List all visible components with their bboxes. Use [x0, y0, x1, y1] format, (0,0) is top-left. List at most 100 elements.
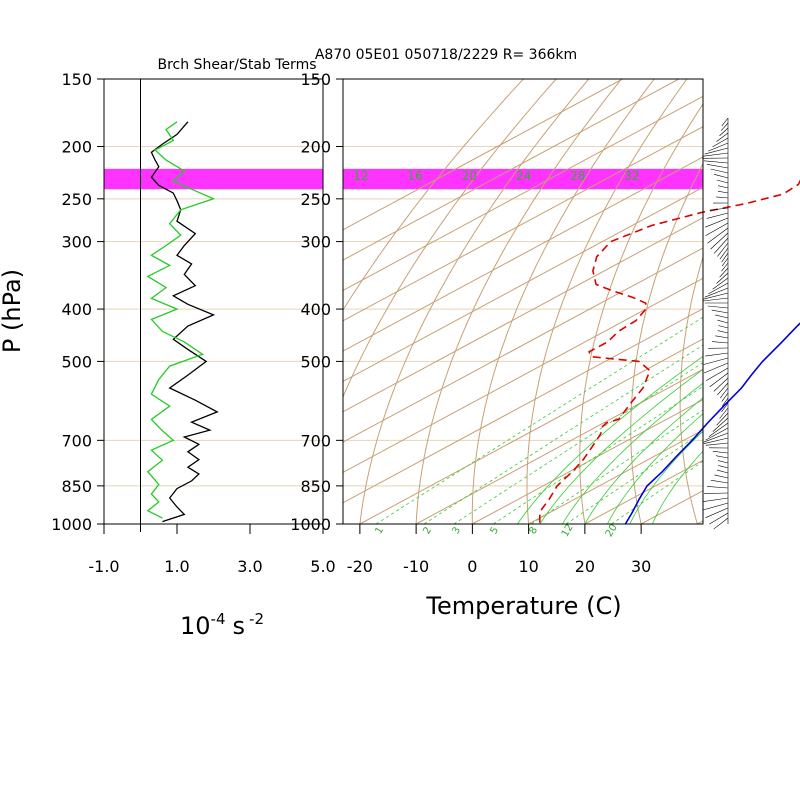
dry-adiabat — [343, 79, 557, 399]
wind-barb — [716, 412, 729, 426]
y-axis-label: P (hPa) — [0, 269, 26, 353]
isotherm — [343, 95, 703, 292]
wind-barb — [702, 152, 729, 157]
wind-barb — [710, 232, 729, 250]
wind-barb — [703, 502, 729, 511]
dry-adiabat — [526, 79, 688, 524]
wind-barb — [707, 305, 729, 309]
wind-barb — [712, 417, 729, 432]
right-title: A870 05E01 050718/2229 R= 366km — [315, 47, 577, 63]
y-tick-label: 200 — [61, 137, 92, 156]
wind-barb — [715, 335, 729, 339]
stability-line — [146, 121, 216, 519]
mixing-ratio-line — [611, 460, 703, 524]
wind-barb — [708, 422, 729, 437]
y-tick-label: 250 — [61, 190, 92, 209]
mixing-ratio-label: 1 — [373, 525, 386, 536]
wind-barb — [703, 362, 729, 374]
moist-adiabat — [584, 397, 703, 524]
x-tick-label: 0 — [467, 557, 477, 576]
moist-adiabat — [562, 382, 703, 524]
isotherm — [343, 126, 703, 322]
mixing-ratio-label: 32 — [624, 169, 639, 183]
mixing-ratio-label: 8 — [527, 525, 540, 536]
wind-barb — [713, 377, 729, 392]
isotherm — [343, 186, 703, 383]
mixing-ratio-label: 12 — [353, 169, 368, 183]
isotherm — [754, 79, 800, 524]
isotherm — [343, 308, 703, 504]
wind-barb — [705, 352, 729, 357]
wind-barb — [703, 432, 729, 443]
isotherm — [697, 520, 703, 524]
wind-barb — [702, 292, 729, 300]
wind-barb — [719, 267, 729, 278]
wind-barb — [705, 442, 729, 446]
wind-barb — [721, 252, 729, 263]
mixing-ratio-line — [531, 409, 703, 524]
dry-adiabat — [579, 103, 703, 524]
wind-barb — [718, 465, 729, 469]
wind-barb — [717, 382, 729, 396]
mixing-ratio-label: 20 — [604, 522, 620, 539]
dry-adiabat — [679, 255, 703, 524]
left-title: Brch Shear/Stab Terms — [157, 57, 316, 73]
wind-barb — [715, 455, 729, 459]
isotherm — [343, 156, 703, 352]
x-tick-label: -10 — [403, 557, 429, 576]
wind-barb — [710, 479, 729, 484]
wind-barb — [720, 122, 729, 131]
y-tick-label: 250 — [300, 190, 331, 209]
dry-adiabat — [415, 79, 623, 524]
isotherm — [359, 338, 703, 524]
wind-barb — [719, 247, 729, 260]
wind-barb — [717, 190, 729, 194]
wind-barb — [712, 277, 729, 290]
wind-barb — [709, 207, 729, 211]
moist-adiabat — [607, 413, 703, 524]
temperature-profile — [624, 322, 800, 525]
wind-barb — [703, 357, 729, 365]
mixing-ratio-label: 2 — [421, 525, 434, 536]
wind-barb — [711, 309, 729, 314]
wind-barb — [709, 512, 729, 525]
wind-barb — [706, 212, 729, 219]
dry-adiabat — [359, 79, 590, 524]
wind-barb — [716, 469, 729, 474]
dry-adiabat — [728, 63, 800, 536]
isotherm — [415, 368, 703, 524]
wind-barb — [721, 117, 729, 127]
wind-barb — [704, 287, 729, 298]
dry-adiabat — [774, 63, 800, 536]
wind-barbs — [702, 117, 729, 530]
wind-barb — [706, 164, 729, 169]
x-tick-label: 1.0 — [164, 557, 189, 576]
wind-barb — [709, 372, 729, 388]
wind-barb — [717, 460, 729, 464]
skewt-grid — [343, 63, 800, 536]
wind-barb — [717, 330, 729, 334]
x-tick-label: 3.0 — [237, 557, 262, 576]
y-tick-label: 400 — [300, 300, 331, 319]
wind-barb — [715, 314, 729, 319]
x-tick-label: 5.0 — [310, 557, 335, 576]
x-tick-label: 20 — [575, 557, 595, 576]
y-tick-label: 850 — [300, 477, 331, 496]
wind-barb — [718, 325, 729, 329]
isotherm — [343, 79, 623, 231]
wind-barb — [703, 160, 729, 164]
wind-barb — [708, 282, 729, 295]
wind-barb — [711, 341, 729, 344]
isotherm — [343, 217, 703, 413]
wind-barb — [722, 397, 729, 407]
wind-barb — [721, 262, 729, 272]
wind-barb — [706, 367, 729, 381]
right-x-axis-label: Temperature (C) — [425, 592, 621, 620]
wind-barb — [721, 392, 729, 402]
y-tick-label: 850 — [61, 477, 92, 496]
wind-barb — [714, 474, 729, 479]
wind-barb — [712, 451, 729, 454]
mixing-ratio-label: 24 — [516, 169, 531, 183]
